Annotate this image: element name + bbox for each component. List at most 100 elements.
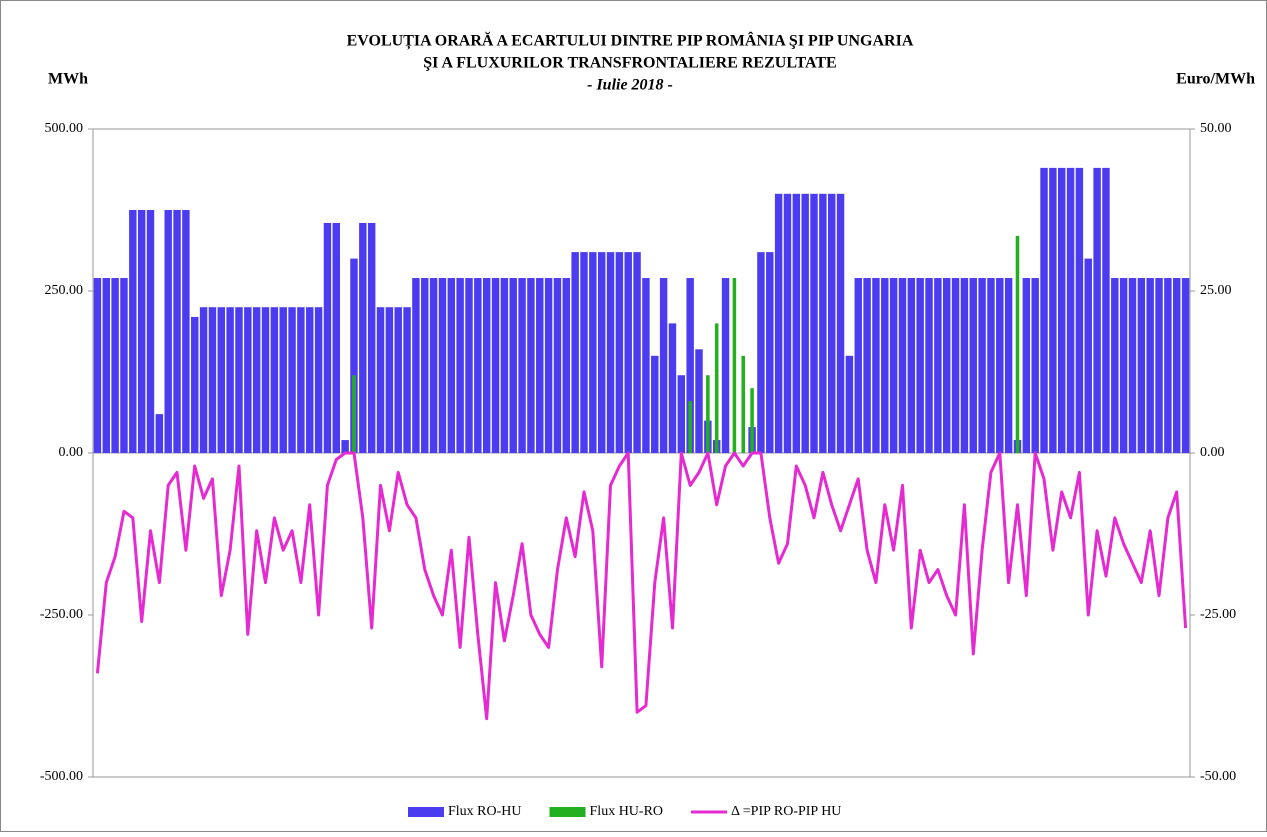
bar (465, 278, 473, 453)
bar (1111, 278, 1119, 453)
bar (996, 278, 1004, 453)
bar (350, 258, 358, 453)
bar (925, 278, 933, 453)
bar (376, 307, 385, 453)
bar (659, 278, 668, 453)
bar (1015, 235, 1020, 453)
bar (536, 278, 544, 453)
bar (732, 278, 737, 453)
bar (714, 323, 719, 453)
y2-tick-label: 0.00 (1200, 445, 1225, 460)
bar (447, 278, 456, 453)
bar (766, 252, 774, 453)
bar (774, 193, 783, 454)
bar (1022, 278, 1031, 453)
bar (750, 388, 754, 453)
bar (235, 307, 243, 453)
bar (1164, 278, 1172, 453)
bar (1137, 278, 1146, 453)
bar (1075, 167, 1084, 453)
line (95, 451, 1188, 721)
bar (1084, 258, 1092, 453)
legend-label: Flux HU-RO (590, 804, 664, 819)
bar (403, 307, 411, 453)
bar (571, 252, 579, 453)
bar (642, 278, 650, 453)
bar (182, 210, 190, 453)
bar (1031, 278, 1039, 453)
bar (562, 278, 571, 453)
bar (155, 414, 164, 453)
bar (1102, 167, 1110, 453)
y2-tick-label: -50.00 (1200, 769, 1236, 784)
bar (217, 307, 225, 453)
bar (102, 278, 110, 453)
bar (306, 307, 314, 453)
bar (288, 307, 296, 453)
bar (191, 316, 199, 453)
bar (960, 278, 969, 453)
bar (352, 375, 356, 453)
bar (438, 278, 447, 453)
bar (801, 193, 809, 454)
bar (270, 307, 279, 453)
bar (686, 278, 694, 453)
legend-label: Flux RO-HU (448, 804, 522, 819)
bar (1181, 278, 1190, 453)
bar (208, 307, 217, 453)
y-tick-label: 500.00 (45, 121, 84, 136)
legend-swatch (549, 807, 586, 817)
bar (810, 193, 818, 454)
bar (934, 278, 942, 453)
bar (615, 252, 624, 453)
bar (421, 278, 429, 453)
bar (721, 278, 730, 453)
bar (1093, 167, 1101, 453)
bar (651, 355, 659, 453)
bar (792, 193, 801, 454)
bar (987, 278, 995, 453)
bar (279, 307, 287, 453)
bar (518, 278, 526, 453)
bar (889, 278, 898, 453)
title-line: EVOLUȚIA ORARĂ A ECARTULUI DINTRE PIP RO… (347, 31, 914, 51)
bar (412, 278, 420, 453)
bar (898, 278, 907, 453)
bar (907, 278, 916, 453)
bar (589, 252, 597, 453)
y-tick-label: 0.00 (59, 445, 84, 460)
bar (341, 440, 349, 453)
y2-tick-label: 50.00 (1200, 121, 1232, 136)
bar (1049, 167, 1057, 453)
bar (111, 278, 119, 453)
bar (1128, 278, 1137, 453)
bar (1066, 167, 1075, 453)
bar (120, 278, 128, 453)
y-tick-label: 250.00 (45, 283, 84, 298)
bar (969, 278, 977, 453)
bar (474, 278, 482, 453)
bar (199, 307, 208, 453)
bar (757, 252, 765, 453)
bar (456, 278, 464, 453)
bar (359, 222, 367, 453)
bar (695, 349, 703, 453)
y2-tick-label: 25.00 (1200, 283, 1232, 298)
bar (1058, 167, 1066, 453)
bar (633, 252, 641, 453)
bar (1173, 278, 1181, 453)
bar (93, 278, 102, 453)
bar (500, 278, 509, 453)
bar (783, 193, 792, 454)
bar (978, 278, 986, 453)
bar (916, 278, 924, 453)
bar (173, 210, 181, 453)
bar (1155, 278, 1163, 453)
bar (1004, 278, 1013, 453)
bar (261, 307, 270, 453)
bar (323, 222, 332, 453)
bar (1119, 278, 1128, 453)
subtitle: - Iulie 2018 - (587, 77, 673, 94)
bar (580, 252, 588, 453)
